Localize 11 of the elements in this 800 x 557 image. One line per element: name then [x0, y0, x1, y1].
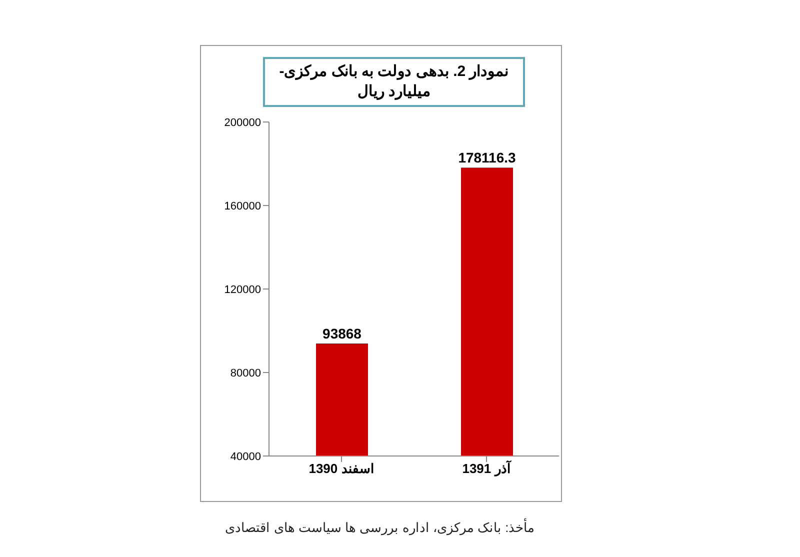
- y-tick-label: 160000: [224, 200, 261, 212]
- y-tick-label: 120000: [224, 284, 261, 296]
- text: مأخذ: بانک مرکزی، اداره بررسی ها سیاست های اقتصادی: [224, 520, 536, 535]
- x-tick-label: اسفند 1390: [308, 461, 374, 476]
- data-label: 178116.3: [458, 150, 516, 166]
- y-tick-label: 200000: [224, 116, 261, 129]
- data-label: 93868: [322, 326, 362, 342]
- chart-title: نمودار 2. بدهی دولت به بانک مرکزی-میلیارد ریال: [263, 57, 525, 107]
- x-tick-label: آذر 1391: [462, 460, 512, 478]
- y-tick-label: 40000: [230, 450, 261, 463]
- y-tick-label: 80000: [230, 367, 261, 380]
